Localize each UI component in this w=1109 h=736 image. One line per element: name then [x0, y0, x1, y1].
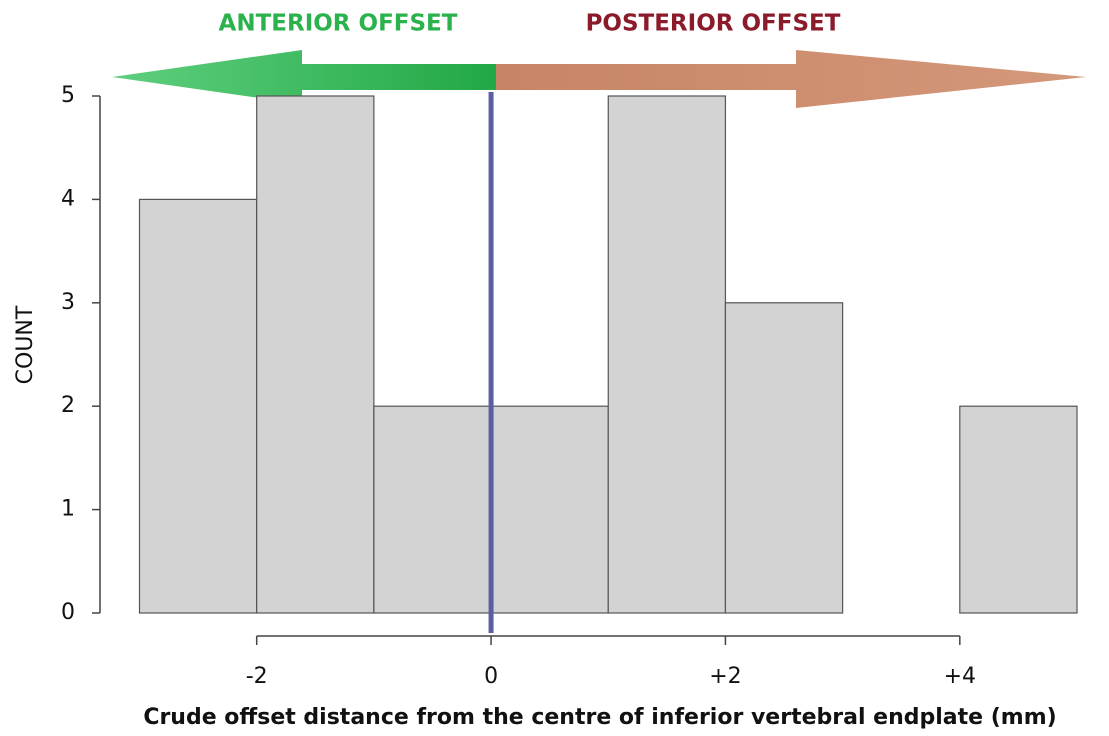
x-tick-label: 0 — [484, 664, 498, 689]
bar — [607, 95, 727, 614]
y-axis-label: COUNT — [13, 305, 38, 384]
y-tick-label: 1 — [61, 497, 75, 522]
x-tick-label: +4 — [944, 664, 976, 689]
annotation: ANTERIOR OFFSET — [219, 11, 458, 37]
y-tick-label: 0 — [61, 600, 75, 625]
bar — [256, 95, 375, 614]
anterior-arrow — [112, 50, 496, 104]
x-tick-label: +2 — [709, 664, 741, 689]
y-tick-label: 5 — [61, 83, 75, 108]
x-tick-label: -2 — [246, 664, 268, 689]
bar — [724, 302, 844, 614]
bar — [138, 198, 258, 614]
bar — [490, 405, 609, 614]
posterior-arrow — [496, 50, 1086, 108]
y-tick-label: 4 — [61, 186, 75, 211]
bar — [959, 405, 1078, 614]
y-tick-label: 3 — [61, 290, 75, 315]
y-tick-label: 2 — [61, 393, 75, 418]
annotation: POSTERIOR OFFSET — [586, 11, 841, 37]
bar — [373, 405, 492, 614]
x-axis-label: Crude offset distance from the centre of… — [143, 705, 1056, 730]
